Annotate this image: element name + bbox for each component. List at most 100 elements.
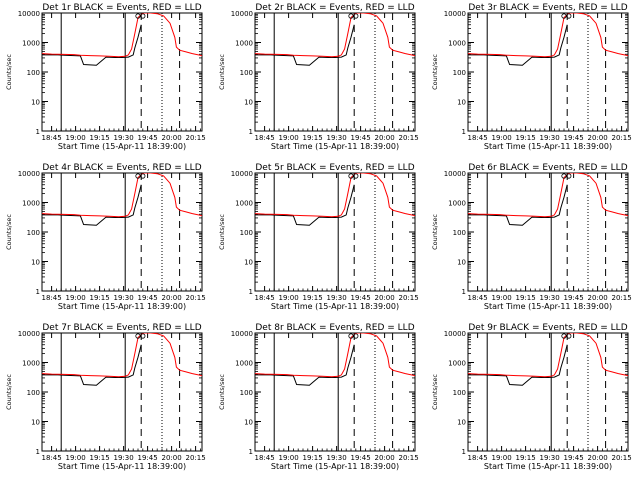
y-axis-label: Counts/sec: [5, 214, 13, 250]
x-tick-label: 18:45: [42, 134, 62, 142]
x-tick-label: 19:00: [279, 134, 299, 142]
saturation-marker: [353, 333, 359, 339]
saturation-marker: [348, 333, 354, 339]
x-tick-label: 19:45: [564, 454, 584, 462]
y-tick-label: 100: [453, 229, 466, 237]
x-tick-label: 19:15: [90, 454, 110, 462]
plot-frame: [41, 12, 203, 132]
y-tick-label: 10000: [231, 10, 253, 18]
y-tick-label: 100: [453, 69, 466, 77]
y-tick-label: 1: [249, 448, 253, 456]
x-tick-label: 18:45: [468, 294, 488, 302]
x-tick-label: 19:00: [66, 294, 86, 302]
x-tick-label: 19:45: [138, 134, 158, 142]
x-tick-label: 20:00: [375, 294, 395, 302]
y-axis-label: Counts/sec: [431, 214, 439, 250]
y-tick-label: 10000: [18, 330, 40, 338]
y-tick-label: 10: [457, 259, 466, 267]
plot-frame: [254, 332, 416, 452]
y-tick-label: 1: [249, 288, 253, 296]
y-tick-label: 1000: [22, 360, 40, 368]
x-tick-label: 20:15: [399, 294, 419, 302]
plot-frame: [254, 172, 416, 292]
x-tick-label: 19:45: [351, 294, 371, 302]
y-tick-label: 100: [453, 389, 466, 397]
x-axis-label: Start Time (15-Apr-11 18:39:00): [271, 462, 399, 471]
y-tick-label: 10000: [18, 170, 40, 178]
y-tick-label: 10: [244, 259, 253, 267]
x-tick-label: 19:00: [492, 294, 512, 302]
panel-det-3: Det 3r BLACK = Events, RED = LLD 1 10 100 10…: [431, 3, 632, 151]
y-tick-label: 100: [240, 69, 253, 77]
x-tick-label: 19:00: [279, 454, 299, 462]
x-tick-label: 19:15: [516, 294, 536, 302]
x-tick-label: 19:30: [327, 134, 347, 142]
saturation-marker: [353, 173, 359, 179]
y-tick-label: 10: [244, 419, 253, 427]
x-tick-label: 20:15: [612, 294, 632, 302]
panel-det-6: Det 6r BLACK = Events, RED = LLD 1 10 100 10…: [431, 163, 632, 311]
x-tick-label: 20:15: [186, 134, 206, 142]
y-tick-label: 1: [36, 128, 40, 136]
events-series-line: [42, 344, 142, 386]
panel-title: Det 7r BLACK = Events, RED = LLD: [42, 323, 201, 333]
y-tick-label: 10000: [231, 330, 253, 338]
y-tick-label: 100: [27, 389, 40, 397]
y-tick-label: 1000: [22, 40, 40, 48]
lld-series-line: [42, 333, 202, 378]
x-tick-label: 18:45: [255, 294, 275, 302]
x-tick-label: 19:00: [279, 294, 299, 302]
y-tick-label: 1000: [235, 40, 253, 48]
x-tick-label: 18:45: [468, 134, 488, 142]
x-tick-label: 19:30: [540, 294, 560, 302]
x-tick-label: 20:00: [588, 134, 608, 142]
x-tick-label: 20:00: [375, 454, 395, 462]
y-tick-label: 1000: [235, 360, 253, 368]
saturation-marker: [140, 333, 146, 339]
x-tick-label: 19:45: [564, 294, 584, 302]
x-tick-label: 18:45: [468, 454, 488, 462]
x-tick-label: 20:15: [612, 134, 632, 142]
plot-frame: [41, 172, 203, 292]
x-tick-label: 19:15: [303, 294, 323, 302]
x-axis-label: Start Time (15-Apr-11 18:39:00): [271, 142, 399, 151]
panel-title: Det 2r BLACK = Events, RED = LLD: [255, 3, 414, 13]
events-series-line: [468, 24, 568, 66]
lld-series-line: [468, 333, 628, 378]
panel-det-2: Det 2r BLACK = Events, RED = LLD 1 10 100 10…: [218, 3, 419, 151]
x-tick-label: 19:15: [516, 134, 536, 142]
x-tick-label: 20:00: [588, 454, 608, 462]
y-tick-label: 10: [31, 259, 40, 267]
panel-det-5: Det 5r BLACK = Events, RED = LLD 1 10 100 10…: [218, 163, 419, 311]
x-tick-label: 19:30: [540, 454, 560, 462]
x-tick-label: 19:15: [90, 134, 110, 142]
y-tick-label: 1: [249, 128, 253, 136]
panel-title: Det 5r BLACK = Events, RED = LLD: [255, 163, 414, 173]
y-tick-label: 10000: [231, 170, 253, 178]
events-series-line: [468, 344, 568, 386]
saturation-marker: [140, 173, 146, 179]
y-tick-label: 1: [36, 448, 40, 456]
lld-series-line: [468, 13, 628, 58]
y-tick-label: 1: [36, 288, 40, 296]
x-tick-label: 19:45: [138, 294, 158, 302]
x-tick-label: 19:15: [303, 134, 323, 142]
lld-series-line: [255, 333, 415, 378]
y-axis-label: Counts/sec: [5, 374, 13, 410]
x-axis-label: Start Time (15-Apr-11 18:39:00): [484, 142, 612, 151]
y-tick-label: 1000: [448, 200, 466, 208]
panel-title: Det 6r BLACK = Events, RED = LLD: [468, 163, 627, 173]
y-axis-label: Counts/sec: [218, 54, 226, 90]
panel-det-4: Det 4r BLACK = Events, RED = LLD 1 10 100 10…: [5, 163, 206, 311]
y-tick-label: 1000: [235, 200, 253, 208]
saturation-marker: [135, 13, 141, 19]
saturation-marker: [135, 173, 141, 179]
saturation-marker: [135, 333, 141, 339]
events-series-line: [255, 184, 355, 226]
events-series-line: [42, 24, 142, 66]
x-tick-label: 19:45: [351, 454, 371, 462]
lld-series-line: [42, 13, 202, 58]
x-axis-label: Start Time (15-Apr-11 18:39:00): [58, 142, 186, 151]
x-tick-label: 20:15: [399, 134, 419, 142]
